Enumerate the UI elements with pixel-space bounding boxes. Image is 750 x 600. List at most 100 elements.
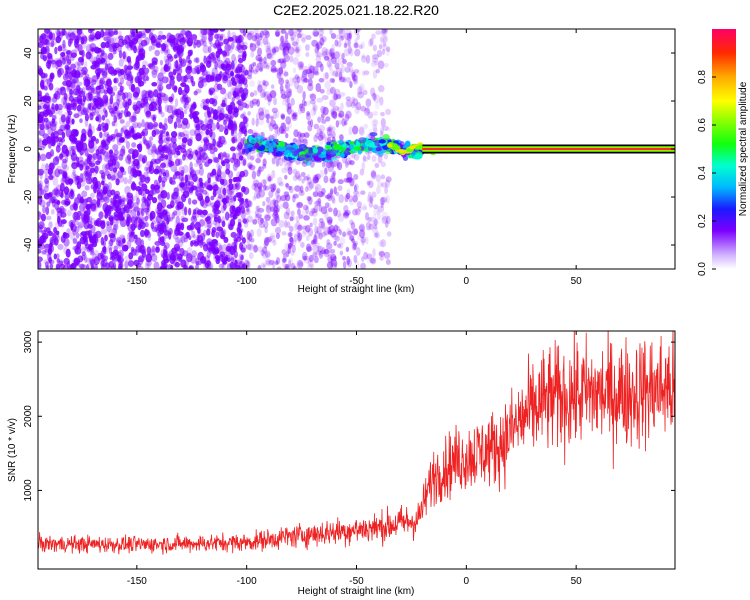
spectrogram-noise-cell xyxy=(38,118,43,123)
spectrogram-noise-cell xyxy=(244,208,251,216)
spectrogram-noise-cell xyxy=(280,113,286,119)
spectrogram-noise-cell xyxy=(316,128,323,135)
spectrogram-noise-cell xyxy=(340,76,347,83)
spectrogram-noise-cell xyxy=(80,264,88,269)
spectrogram-noise-cell xyxy=(355,246,361,256)
spectrogram-signal-cell xyxy=(332,143,341,151)
spectrogram-noise-cell xyxy=(137,255,145,263)
spectrogram-noise-cell xyxy=(283,54,289,59)
spectrogram-noise-cell xyxy=(123,204,127,212)
spectrogram-noise-cell xyxy=(381,29,387,35)
spectrogram-noise-cell xyxy=(236,100,242,105)
spectrogram-noise-cell xyxy=(376,181,384,188)
spectrogram-noise-cell xyxy=(386,215,391,225)
spectrogram-noise-cell xyxy=(281,39,289,45)
spectrogram-noise-cell xyxy=(294,48,300,54)
spectrogram-noise-cell xyxy=(131,112,137,119)
spectrogram-noise-cell xyxy=(158,109,163,115)
spectrogram-noise-cell xyxy=(234,35,240,43)
spectrogram-noise-cell xyxy=(216,114,222,122)
spectrogram-noise-cell xyxy=(361,256,365,263)
spectrogram-noise-cell xyxy=(136,216,141,223)
spectrogram-noise-cell xyxy=(324,72,329,80)
spectrogram-noise-cell xyxy=(333,260,338,268)
spectrogram-noise-cell xyxy=(268,259,275,266)
spectrogram-noise-cell xyxy=(195,264,199,269)
spectrogram-noise-cell xyxy=(128,148,135,155)
spectrogram-signal-cell xyxy=(370,135,376,141)
spectrogram-noise-cell xyxy=(350,69,356,78)
spectrogram-noise-cell xyxy=(275,194,282,203)
spectrogram-noise-cell xyxy=(94,263,98,269)
spectrogram-noise-cell xyxy=(275,215,280,224)
spectrogram-noise-cell xyxy=(308,254,314,263)
spectrogram-noise-cell xyxy=(226,44,233,54)
spectrogram-noise-cell xyxy=(117,211,124,218)
spectrogram-noise-cell xyxy=(240,124,244,133)
spectrogram-noise-cell xyxy=(176,204,182,211)
spectrogram-noise-cell xyxy=(140,94,145,101)
spectrogram-noise-cell xyxy=(249,229,254,238)
spectrogram-noise-cell xyxy=(383,62,389,68)
spectrogram-noise-cell xyxy=(337,185,343,191)
spectrogram-noise-cell xyxy=(376,49,383,58)
spectrogram-noise-cell xyxy=(242,92,248,99)
spectrogram-noise-cell xyxy=(306,246,313,252)
spectrogram-noise-cell xyxy=(349,160,355,166)
spectrogram-noise-cell xyxy=(288,225,294,233)
spectrogram-noise-cell xyxy=(290,109,295,117)
spectrogram-noise-cell xyxy=(238,150,243,156)
spectrogram-noise-cell xyxy=(288,88,292,94)
spectrogram-noise-cell xyxy=(131,160,136,167)
spectrogram-noise-cell xyxy=(233,158,241,168)
spectrogram-noise-cell xyxy=(85,263,90,269)
spectrogram-noise-cell xyxy=(164,230,170,239)
spectrogram-noise-cell xyxy=(229,218,236,227)
spectrogram-noise-cell xyxy=(191,250,197,258)
spectrogram-noise-cell xyxy=(119,234,126,240)
spectrogram-noise-cell xyxy=(228,178,233,184)
spectrogram-noise-cell xyxy=(151,43,156,51)
spectrogram-noise-cell xyxy=(273,199,279,209)
spectrogram-noise-cell xyxy=(88,139,95,149)
spectrogram-noise-cell xyxy=(337,213,345,222)
spectrogram-noise-cell xyxy=(202,44,210,54)
colorbar-label: Normalized spectral amplitude xyxy=(738,81,749,216)
spectrogram-noise-cell xyxy=(60,150,67,158)
spectrogram-noise-cell xyxy=(361,70,366,77)
spectrogram-noise-cell xyxy=(176,116,182,123)
spectrogram-noise-cell xyxy=(69,231,76,241)
spectrogram-noise-cell xyxy=(365,106,370,114)
spectrogram-noise-cell xyxy=(230,42,235,50)
spectrogram-noise-cell xyxy=(39,102,47,111)
spectrogram-noise-cell xyxy=(218,165,222,170)
spectrogram-noise-cell xyxy=(259,65,264,73)
spectrogram-noise-cell xyxy=(85,51,92,60)
spectrogram-noise-cell xyxy=(169,96,174,105)
spectrogram-noise-cell xyxy=(90,199,98,206)
spectrogram-noise-cell xyxy=(307,196,313,206)
spectrogram-noise-cell xyxy=(256,152,264,159)
spectrogram-noise-cell xyxy=(167,150,173,159)
spectrogram-noise-cell xyxy=(208,143,216,151)
spectrogram-noise-cell xyxy=(337,113,342,118)
spectrogram-noise-cell xyxy=(145,110,152,118)
spectrogram-noise-cell xyxy=(230,72,235,78)
spectrogram-noise-cell xyxy=(353,183,359,192)
spectrogram-noise-cell xyxy=(213,254,219,261)
spectrogram-noise-cell xyxy=(329,99,336,107)
spectrogram-noise-cell xyxy=(314,230,320,240)
spectrogram-noise-cell xyxy=(343,48,350,57)
spectrogram-noise-cell xyxy=(96,72,100,80)
spectrogram-noise-cell xyxy=(366,254,370,264)
spectrogram-noise-cell xyxy=(169,176,173,184)
spectrogram-noise-cell xyxy=(134,249,139,257)
spectrogram-noise-cell xyxy=(248,63,253,73)
spectrogram-noise-cell xyxy=(265,259,273,267)
spectrogram-noise-cell xyxy=(91,79,97,85)
spectrogram-noise-cell xyxy=(294,185,301,192)
spectrogram-noise-cell xyxy=(174,237,182,244)
spectrogram-noise-cell xyxy=(206,264,211,269)
spectrogram-noise-cell xyxy=(87,243,93,251)
spectrogram-noise-cell xyxy=(176,238,181,244)
